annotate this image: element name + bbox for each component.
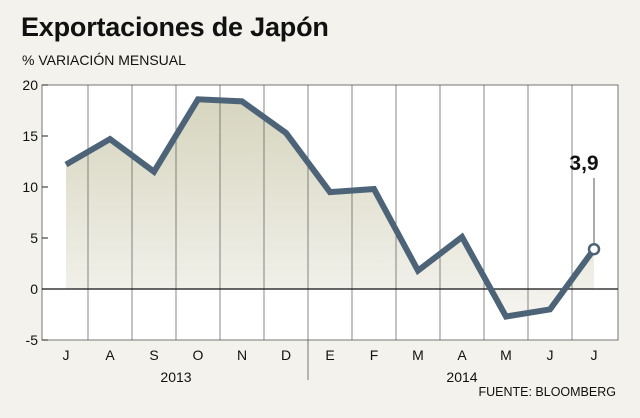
y-tick-label: 5 [30, 230, 38, 246]
x-tick-label: F [370, 347, 379, 363]
y-tick-label: 10 [22, 179, 38, 195]
y-tick-label: -5 [26, 332, 39, 348]
x-tick-label: J [63, 347, 70, 363]
x-tick-label: A [105, 347, 115, 363]
source-note: FUENTE: BLOOMBERG [478, 385, 616, 399]
x-tick-label: D [281, 347, 291, 363]
chart-title: Exportaciones de Japón [21, 12, 329, 42]
x-tick-label: M [500, 347, 512, 363]
year-label: 2014 [446, 369, 477, 385]
x-tick-label: S [149, 347, 158, 363]
chart-subtitle: % VARIACIÓN MENSUAL [22, 52, 186, 68]
x-tick-label: N [237, 347, 247, 363]
y-tick-label: 0 [30, 281, 38, 297]
area-fill [66, 99, 594, 317]
y-tick-label: 15 [22, 128, 38, 144]
x-tick-label: J [591, 347, 598, 363]
series-line [64, 96, 597, 320]
x-tick-label: M [412, 347, 424, 363]
x-tick-label: A [457, 347, 467, 363]
last-point-marker [587, 242, 601, 256]
y-tick-label: 20 [22, 77, 38, 93]
x-tick-label: E [325, 347, 334, 363]
x-tick-label: J [547, 347, 554, 363]
plot-frame [41, 84, 619, 341]
annotation-value-label: 3,9 [569, 152, 598, 175]
x-tick-label: O [193, 347, 204, 363]
year-label: 2013 [160, 369, 191, 385]
